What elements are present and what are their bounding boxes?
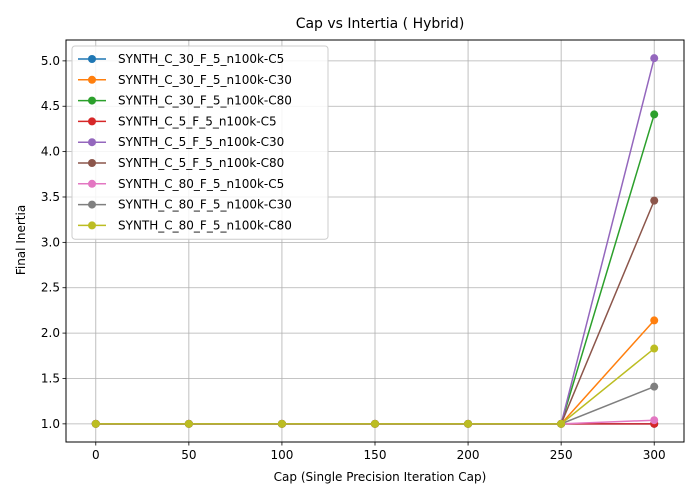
- legend-item: SYNTH_C_5_F_5_n100k-C80: [78, 156, 284, 170]
- legend-item: SYNTH_C_30_F_5_n100k-C5: [78, 52, 284, 66]
- data-point: [650, 382, 659, 391]
- data-point: [650, 316, 659, 325]
- series-group: [91, 54, 659, 428]
- legend-item: SYNTH_C_80_F_5_n100k-C30: [78, 198, 292, 212]
- legend-item: SYNTH_C_30_F_5_n100k-C30: [78, 73, 292, 87]
- legend-label: SYNTH_C_5_F_5_n100k-C80: [118, 156, 284, 170]
- x-tick-label: 300: [643, 448, 666, 462]
- legend-swatch-marker: [88, 200, 96, 209]
- data-point: [464, 419, 473, 428]
- legend-swatch-marker: [88, 55, 96, 63]
- legend-swatch-marker: [88, 117, 96, 126]
- legend-swatch-marker: [88, 138, 96, 147]
- legend-label: SYNTH_C_30_F_5_n100k-C5: [118, 52, 284, 66]
- x-axis-label: Cap (Single Precision Iteration Cap): [274, 470, 487, 484]
- legend-label: SYNTH_C_5_F_5_n100k-C30: [118, 135, 284, 149]
- x-tick-label: 0: [92, 448, 100, 462]
- legend-label: SYNTH_C_30_F_5_n100k-C30: [118, 73, 292, 87]
- legend-box: [71, 45, 329, 240]
- y-tick-label: 2.5: [41, 281, 60, 295]
- legend-label: SYNTH_C_30_F_5_n100k-C80: [118, 94, 292, 108]
- y-tick-label: 1.0: [41, 417, 60, 431]
- legend-label: SYNTH_C_5_F_5_n100k-C5: [118, 114, 277, 128]
- y-tick-label: 4.0: [41, 145, 60, 159]
- x-tick-label: 200: [457, 448, 480, 462]
- x-tick-label: 50: [181, 448, 196, 462]
- data-point: [91, 419, 100, 428]
- grid: [66, 40, 684, 442]
- legend-item: SYNTH_C_80_F_5_n100k-C5: [78, 177, 284, 191]
- data-point: [650, 344, 659, 353]
- legend-swatch-marker: [88, 75, 96, 84]
- chart-title: Cap vs Intertia ( Hybrid): [296, 16, 465, 32]
- legend-item: SYNTH_C_30_F_5_n100k-C80: [78, 94, 292, 108]
- data-point: [650, 196, 659, 205]
- legend-swatch-marker: [88, 179, 96, 188]
- legend-item: SYNTH_C_80_F_5_n100k-C80: [78, 218, 292, 232]
- ticks: 0 50 100 150 200 250 300 1.0 1.5 2.0 2.5 3.0 3.5 4.0 4…: [41, 54, 666, 462]
- legend-swatch-marker: [88, 221, 96, 230]
- y-tick-label: 5.0: [41, 54, 60, 68]
- data-point: [650, 110, 659, 119]
- series: [91, 344, 659, 428]
- data-point: [650, 416, 659, 425]
- x-tick-label: 100: [270, 448, 293, 462]
- y-axis-label: Final Inertia: [14, 205, 28, 275]
- data-point: [277, 419, 286, 428]
- legend-label: SYNTH_C_80_F_5_n100k-C80: [118, 218, 292, 232]
- data-point: [650, 54, 659, 63]
- legend-label: SYNTH_C_80_F_5_n100k-C30: [118, 198, 292, 212]
- y-tick-label: 3.0: [41, 235, 60, 249]
- legend-item: SYNTH_C_5_F_5_n100k-C30: [78, 135, 284, 149]
- x-tick-label: 150: [364, 448, 387, 462]
- legend-item: SYNTH_C_5_F_5_n100k-C5: [78, 114, 277, 128]
- legend: SYNTH_C_30_F_5_n100k-C5 SYNTH_C_30_F_5_n1…: [71, 45, 329, 240]
- data-point: [371, 419, 379, 428]
- y-tick-label: 1.5: [41, 371, 60, 385]
- y-tick-label: 4.5: [41, 99, 60, 113]
- legend-label: SYNTH_C_80_F_5_n100k-C5: [118, 177, 284, 191]
- data-point: [184, 419, 193, 428]
- legend-swatch-marker: [88, 159, 96, 167]
- x-tick-label: 250: [550, 448, 573, 462]
- data-point: [557, 419, 566, 428]
- y-tick-label: 3.5: [41, 190, 60, 204]
- legend-swatch-marker: [88, 96, 96, 105]
- y-tick-label: 2.0: [41, 326, 60, 340]
